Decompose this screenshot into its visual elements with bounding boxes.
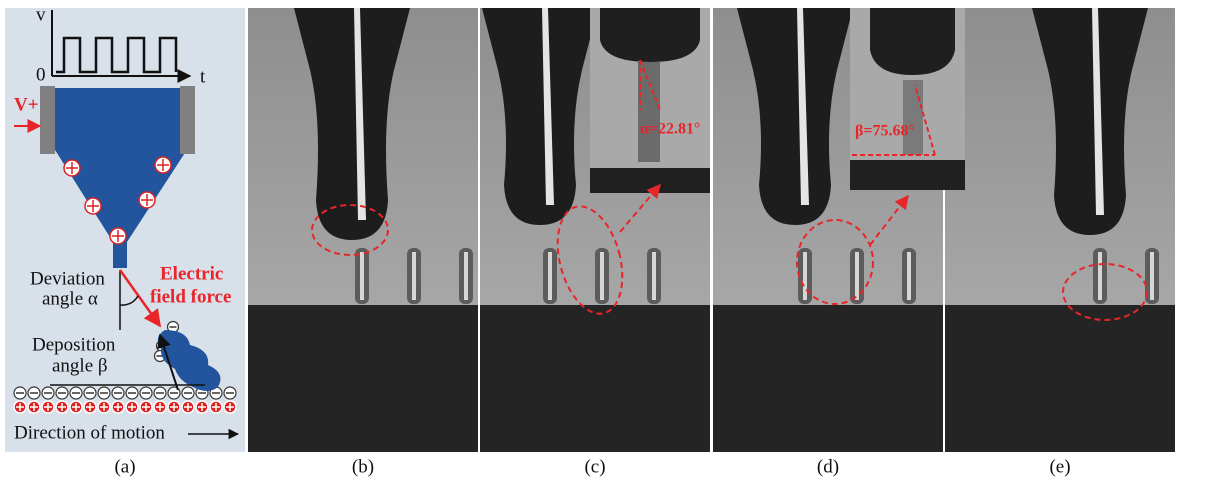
panel-caption: (d) bbox=[817, 456, 839, 477]
needle bbox=[600, 8, 700, 62]
axis-label: 0 bbox=[36, 64, 46, 85]
annotation: Deposition bbox=[32, 334, 116, 355]
droplet-shine bbox=[464, 252, 468, 300]
angle-label: α=22.81° bbox=[640, 121, 700, 138]
substrate bbox=[248, 305, 478, 452]
voltage-label: V+ bbox=[14, 94, 39, 115]
substrate bbox=[850, 160, 965, 190]
panel-caption: (e) bbox=[1049, 456, 1070, 477]
droplet-shine bbox=[1150, 252, 1154, 300]
panel-caption: (a) bbox=[114, 456, 135, 477]
axis-label: v bbox=[36, 4, 46, 25]
droplet-shine bbox=[803, 252, 807, 300]
schematic-panel: v 0 t V+ Deviation angle α Electric fiel… bbox=[5, 4, 245, 452]
annotation: angle β bbox=[52, 355, 108, 376]
jet bbox=[903, 80, 923, 155]
droplet-shine bbox=[600, 252, 604, 300]
substrate bbox=[590, 168, 710, 193]
substrate bbox=[945, 305, 1175, 452]
substrate bbox=[713, 305, 943, 452]
droplet-shine bbox=[548, 252, 552, 300]
substrate bbox=[480, 305, 710, 452]
annotation: Direction of motion bbox=[14, 422, 165, 443]
droplet-shine bbox=[855, 252, 859, 300]
panel-caption: (c) bbox=[584, 456, 605, 477]
droplet-shine bbox=[412, 252, 416, 300]
droplet-shine bbox=[652, 252, 656, 300]
panel-caption: (b) bbox=[352, 456, 374, 477]
figure: v 0 t V+ Deviation angle α Electric fiel… bbox=[0, 0, 1214, 481]
electrode bbox=[40, 86, 55, 154]
axis-label: t bbox=[200, 66, 206, 87]
needle bbox=[870, 8, 955, 75]
droplet-shine bbox=[1098, 252, 1102, 300]
jet bbox=[638, 62, 660, 162]
annotation: Electric bbox=[160, 263, 223, 284]
angle-label: β=75.68° bbox=[855, 123, 915, 140]
annotation: angle α bbox=[42, 288, 98, 309]
droplet-shine bbox=[360, 252, 364, 300]
annotation: field force bbox=[150, 286, 231, 307]
droplet-shine bbox=[907, 252, 911, 300]
annotation: Deviation bbox=[30, 268, 105, 289]
electrode bbox=[180, 86, 195, 154]
captions: (a) (b) (c) (d) (e) bbox=[114, 456, 1070, 477]
